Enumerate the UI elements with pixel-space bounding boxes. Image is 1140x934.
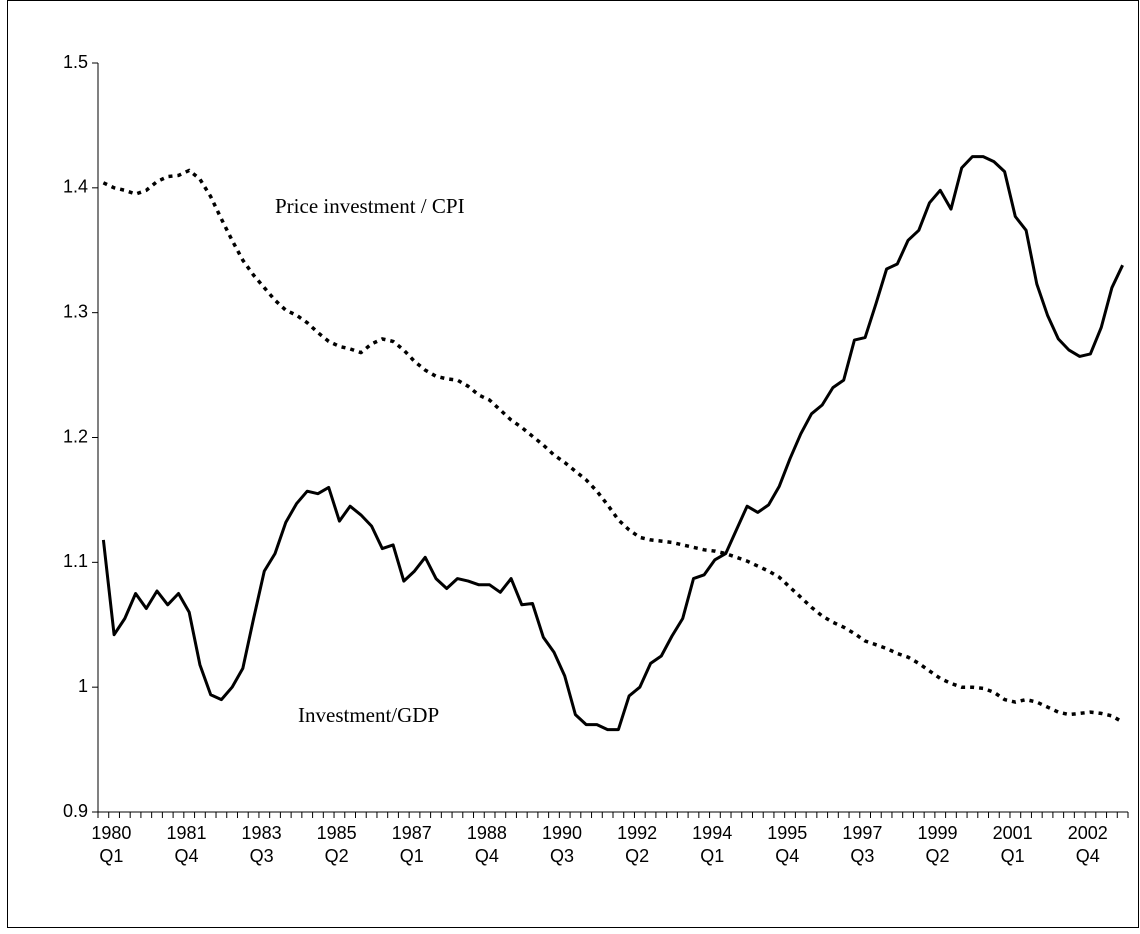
x-tick-label: Q2 [926, 846, 950, 866]
x-tick-label: 1987 [392, 823, 432, 843]
x-tick-label: Q1 [400, 846, 424, 866]
x-tick-label: 2001 [993, 823, 1033, 843]
chart-frame [7, 0, 1139, 928]
x-tick-label: 1997 [842, 823, 882, 843]
line-series [101, 155, 1124, 732]
annotation: Investment/GDP [298, 703, 439, 727]
x-tick-label: 1994 [692, 823, 732, 843]
x-tick-label: Q1 [99, 846, 123, 866]
x-tick-label: 1999 [917, 823, 957, 843]
x-tick-label: Q4 [775, 846, 799, 866]
y-tick-label: 1 [78, 676, 88, 696]
x-tick-label: Q4 [1076, 846, 1100, 866]
y-tick-label: 1.4 [63, 177, 88, 197]
x-tick-label: Q1 [700, 846, 724, 866]
x-tick-label: Q2 [625, 846, 649, 866]
x-tick-label: Q3 [850, 846, 874, 866]
x-tick-label: 1983 [242, 823, 282, 843]
x-tick-label: 1995 [767, 823, 807, 843]
y-tick-label: 1.5 [63, 52, 88, 72]
y-tick-label: 1.1 [63, 551, 88, 571]
annotation: Price investment / CPI [275, 194, 465, 218]
x-tick-label: 1988 [467, 823, 507, 843]
y-tick-label: 0.9 [63, 801, 88, 821]
x-tick-label: 2002 [1068, 823, 1108, 843]
x-tick-label: 1980 [91, 823, 131, 843]
x-tick-label: Q1 [1001, 846, 1025, 866]
x-tick-label: Q2 [325, 846, 349, 866]
x-tick-label: Q4 [475, 846, 499, 866]
y-tick-label: 1.3 [63, 301, 88, 321]
x-tick-label: Q3 [250, 846, 274, 866]
x-tick-label: 1990 [542, 823, 582, 843]
line-series [102, 168, 1124, 724]
x-tick-label: 1992 [617, 823, 657, 843]
y-tick-label: 1.2 [63, 426, 88, 446]
x-tick-label: 1981 [166, 823, 206, 843]
x-tick-label: Q3 [550, 846, 574, 866]
x-tick-label: Q4 [174, 846, 198, 866]
x-tick-label: 1985 [317, 823, 357, 843]
